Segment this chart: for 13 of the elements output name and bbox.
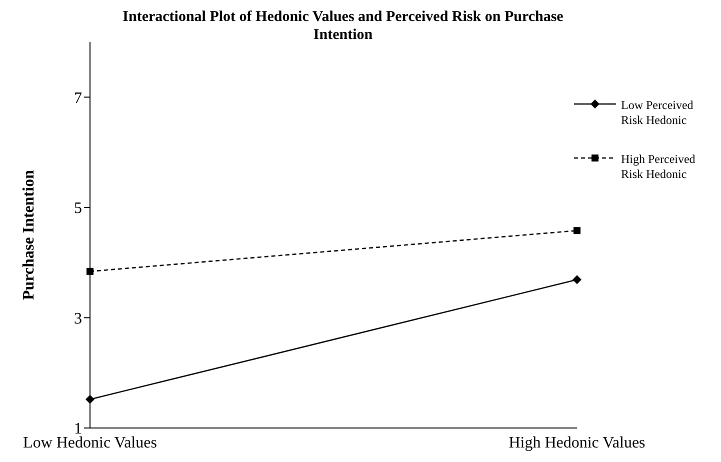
point (86, 268, 94, 275)
y-tick-label: 3 (74, 310, 82, 328)
y-tick-label: 5 (74, 200, 82, 218)
point (572, 275, 582, 284)
legend-label: Low Perceived Risk Hedonic (621, 98, 694, 128)
legend-label: High Perceived Risk Hedonic (621, 152, 696, 182)
x-tick-label: Low Hedonic Values (23, 434, 157, 452)
point (574, 227, 580, 234)
x-tick-label: High Hedonic Values (508, 434, 646, 452)
y-tick-label: 7 (74, 90, 82, 107)
point (86, 394, 94, 404)
chart-title: Interactional Plot of Hedonic Values and Perceived Risk on Purchase Intention (122, 8, 564, 44)
y-axis-title: Purchase Intention (20, 170, 38, 300)
